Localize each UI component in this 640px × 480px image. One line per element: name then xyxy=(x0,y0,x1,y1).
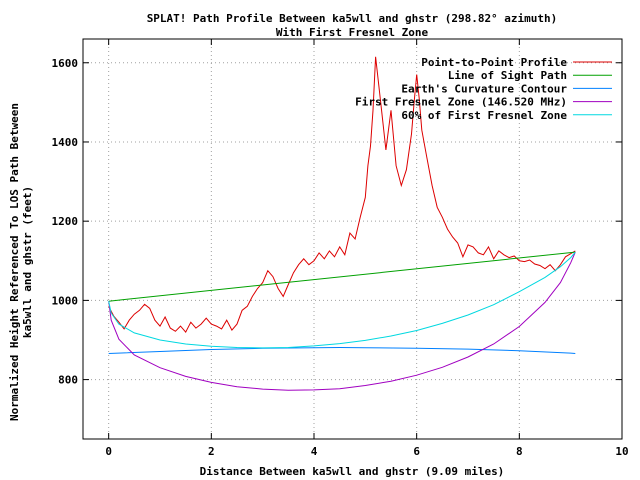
x-tick-label: 4 xyxy=(311,445,318,458)
chart-title-line1: SPLAT! Path Profile Between ka5wll and g… xyxy=(147,12,558,25)
chart-title-line2: With First Fresnel Zone xyxy=(276,26,429,39)
y-tick-label: 1200 xyxy=(52,215,79,228)
legend-label-point-to-point-profile: Point-to-Point Profile xyxy=(421,56,567,69)
x-axis-label: Distance Between ka5wll and ghstr (9.09 … xyxy=(200,465,505,478)
series-line-point-to-point-profile xyxy=(108,56,576,333)
y-tick-label: 1600 xyxy=(52,57,79,70)
series-line-60-of-first-fresnel-zone xyxy=(108,251,576,349)
y-axis-label-line1: Normalized Height Referenced To LOS Path… xyxy=(8,103,21,421)
series-line-first-fresnel-zone-146-520-mhz xyxy=(108,251,576,391)
series-line-earth-s-curvature-contour xyxy=(108,346,576,354)
x-tick-label: 0 xyxy=(105,445,112,458)
x-tick-label: 2 xyxy=(208,445,215,458)
plot-frame xyxy=(82,38,623,440)
legend-label-60-of-first-fresnel-zone: 60% of First Fresnel Zone xyxy=(401,109,567,122)
y-tick-label: 1400 xyxy=(52,136,79,149)
axis-ticks: 0 2 4 6 8 10 800 1000 1200 1400 1600 xyxy=(52,39,629,458)
x-tick-label: 6 xyxy=(413,445,420,458)
legend-label-first-fresnel-zone-146-520-mhz: First Fresnel Zone (146.520 MHz) xyxy=(355,96,567,109)
legend-label-line-of-sight-path: Line of Sight Path xyxy=(448,69,567,82)
y-tick-label: 800 xyxy=(58,374,78,387)
y-tick-label: 1000 xyxy=(52,294,79,307)
legend-label-earth-s-curvature-contour: Earth's Curvature Contour xyxy=(401,82,567,95)
series-group xyxy=(108,56,576,391)
series-line-line-of-sight-path xyxy=(108,251,576,302)
x-tick-label: 10 xyxy=(615,445,628,458)
x-tick-label: 8 xyxy=(516,445,523,458)
y-axis-label-line2: ka5wll and ghstr (feet) xyxy=(21,186,34,338)
